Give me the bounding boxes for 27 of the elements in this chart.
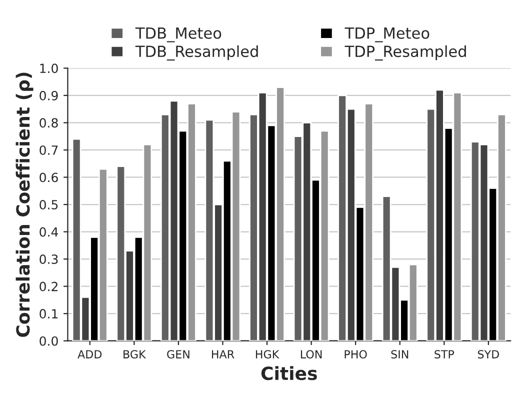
- y-tick-label: 0.0: [40, 336, 58, 346]
- x-tick-label: HAR: [212, 350, 234, 358]
- x-tick-label: BGK: [124, 350, 146, 358]
- legend-label: TDB_Meteo: [135, 28, 222, 42]
- x-tick-label: GEN: [167, 350, 190, 358]
- x-tick-label: SYD: [478, 350, 499, 358]
- y-tick-label: 0.6: [40, 172, 58, 182]
- x-tick-label: HGK: [256, 350, 280, 358]
- y-tick-label: 0.7: [40, 145, 58, 155]
- legend-label: TDP_Resampled: [344, 45, 466, 61]
- y-tick-label: 0.5: [40, 200, 58, 210]
- x-tick-label: STP: [434, 350, 454, 358]
- y-tick-label: 0.3: [40, 254, 58, 264]
- y-tick-label: 0.9: [40, 90, 58, 100]
- y-tick-label: 0.2: [40, 282, 58, 292]
- x-tick-label: PHO: [344, 350, 367, 358]
- y-tick-label: 0.8: [40, 118, 58, 128]
- y-axis-title: Correlation Coefficient (ρ): [16, 72, 34, 337]
- y-tick-label: 0.1: [40, 309, 58, 319]
- legend-label: TDB_Resampled: [135, 45, 258, 61]
- legend-label: TDP_Meteo: [344, 28, 430, 42]
- y-tick-label: 0.4: [40, 227, 58, 237]
- x-axis-title: Cities: [261, 366, 317, 380]
- x-tick-label: LON: [300, 350, 322, 358]
- y-tick-label: 1.0: [40, 64, 58, 74]
- x-tick-label: ADD: [78, 350, 102, 358]
- x-tick-label: SIN: [391, 350, 408, 358]
